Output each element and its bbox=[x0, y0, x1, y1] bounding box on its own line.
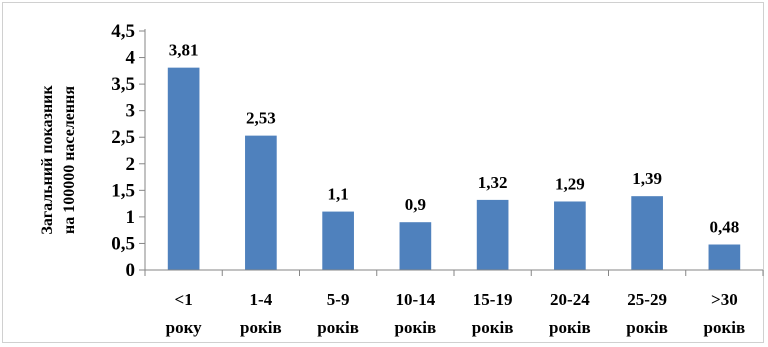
data-label: 1,32 bbox=[478, 173, 508, 192]
bar bbox=[245, 135, 277, 270]
y-axis-ticks: 0 0,5 1 1,5 2 2,5 3 3,5 4 4,5 bbox=[111, 21, 146, 281]
y-axis-title-line-2: на 100000 населення bbox=[61, 86, 78, 234]
y-tick-label: 1 bbox=[126, 207, 136, 228]
x-category-label: 5-9 bbox=[327, 290, 350, 309]
y-tick-label: 4,5 bbox=[111, 21, 135, 42]
y-axis-title: Загальний показник на 100000 населення bbox=[39, 85, 78, 235]
data-label: 2,53 bbox=[246, 109, 276, 128]
bar bbox=[399, 222, 432, 270]
y-tick-label: 2,5 bbox=[111, 127, 135, 148]
x-category-label: років bbox=[472, 318, 514, 337]
data-label: 0,48 bbox=[710, 218, 740, 237]
bars bbox=[167, 67, 741, 270]
x-category-label: років bbox=[626, 318, 668, 337]
data-label: 3,81 bbox=[169, 41, 199, 60]
data-label: 1,39 bbox=[632, 169, 662, 188]
bar bbox=[167, 67, 200, 270]
x-category-label: 20-24 bbox=[550, 290, 590, 309]
y-tick-label: 3,5 bbox=[111, 74, 135, 95]
bar bbox=[554, 201, 586, 270]
data-label: 0,9 bbox=[405, 195, 426, 214]
x-axis bbox=[144, 269, 764, 276]
y-axis-title-line-1: Загальний показник bbox=[39, 85, 56, 235]
x-category-label: 1-4 bbox=[250, 290, 273, 309]
x-category-label: 15-19 bbox=[473, 290, 513, 309]
x-category-label: року bbox=[166, 318, 203, 337]
y-tick-label: 1,5 bbox=[111, 180, 135, 201]
x-category-label: >30 bbox=[711, 290, 738, 309]
bar bbox=[476, 199, 509, 270]
x-category-label: 25-29 bbox=[627, 290, 667, 309]
y-tick-label: 0,5 bbox=[111, 233, 135, 254]
x-category-label: 10-14 bbox=[396, 290, 436, 309]
category-labels: <1 року 1-4 років 5-9 років 10-14 років 15-19 рок… bbox=[166, 290, 746, 337]
bar bbox=[322, 211, 354, 270]
y-tick-label: 3 bbox=[126, 101, 136, 122]
chart-frame bbox=[2, 2, 764, 343]
y-tick-label: 4 bbox=[126, 48, 136, 69]
data-label: 1,29 bbox=[555, 174, 585, 193]
y-tick-label: 2 bbox=[126, 154, 136, 175]
x-category-label: <1 bbox=[175, 290, 193, 309]
y-tick-label: 0 bbox=[126, 260, 136, 281]
x-category-label: років bbox=[240, 318, 282, 337]
x-category-label: років bbox=[704, 318, 746, 337]
x-category-label: років bbox=[317, 318, 359, 337]
data-labels: 3,81 2,53 1,1 0,9 1,32 1,29 1,39 0,48 bbox=[169, 41, 740, 237]
data-label: 1,1 bbox=[328, 185, 349, 204]
x-category-label: років bbox=[395, 318, 437, 337]
bar bbox=[708, 244, 741, 270]
x-category-label: років bbox=[549, 318, 591, 337]
bar bbox=[631, 196, 663, 270]
